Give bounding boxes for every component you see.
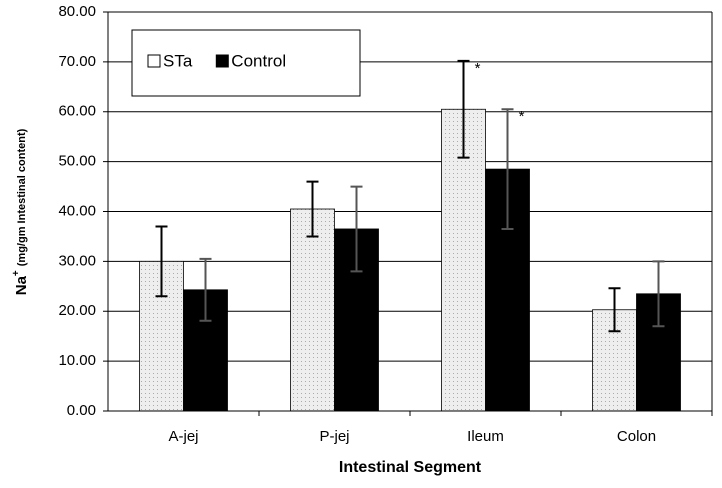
- error-bar: [155, 225, 168, 298]
- legend-label: STa: [163, 51, 193, 70]
- error-bar: [457, 59, 470, 159]
- error-bar: [199, 257, 212, 322]
- y-tick-label: 0.00: [67, 402, 96, 419]
- annotation: *: [475, 60, 481, 77]
- legend-swatch: [215, 54, 229, 68]
- error-bar: [501, 108, 514, 230]
- y-tick-label: 20.00: [58, 302, 96, 319]
- x-tick-label: Colon: [617, 428, 656, 445]
- y-tick-label: 10.00: [58, 352, 96, 369]
- error-bar: [306, 180, 319, 238]
- error-bar: [608, 287, 621, 333]
- legend-swatch: [147, 54, 161, 68]
- annotation: *: [519, 108, 525, 125]
- y-axis-title-base: Na: [13, 275, 30, 295]
- error-bar: [350, 185, 363, 273]
- x-tick-label: P-jej: [319, 428, 349, 445]
- y-axis-title-unit: (mg/gm Intestinal content): [16, 128, 28, 266]
- x-axis-title: Intestinal Segment: [339, 459, 482, 476]
- y-tick-label: 70.00: [58, 53, 96, 70]
- bar: [441, 108, 486, 412]
- x-tick-label: A-jej: [168, 428, 198, 445]
- y-axis-title: Na+ (mg/gm Intestinal content): [11, 128, 30, 295]
- y-tick-label: 50.00: [58, 153, 96, 170]
- x-tick-label: Ileum: [467, 428, 504, 445]
- y-tick-label: 30.00: [58, 252, 96, 269]
- y-tick-label: 60.00: [58, 103, 96, 120]
- legend-box: [131, 29, 361, 97]
- legend-label: Control: [231, 51, 286, 70]
- y-tick-label: 40.00: [58, 202, 96, 219]
- bar: [290, 208, 335, 412]
- y-tick-label: 80.00: [58, 3, 96, 20]
- error-bar: [652, 260, 665, 328]
- y-axis-title-sup: +: [11, 270, 22, 276]
